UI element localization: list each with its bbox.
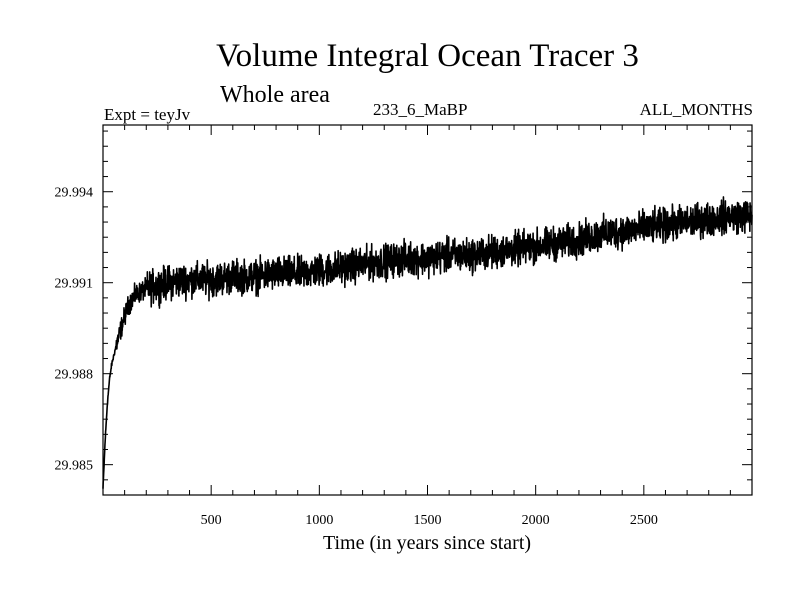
tick-marks	[103, 125, 752, 496]
x-tick-label: 2000	[522, 513, 550, 528]
x-tick-label: 500	[201, 513, 222, 528]
chart-subtitle: Whole area	[220, 82, 330, 108]
x-axis-title: Time (in years since start)	[323, 532, 531, 554]
x-tick-label: 2500	[630, 513, 658, 528]
months-label: ALL_MONTHS	[639, 100, 753, 119]
y-tick-label: 29.991	[55, 277, 94, 292]
y-tick-label: 29.994	[55, 186, 94, 201]
period-label: 233_6_MaBP	[373, 100, 468, 119]
series-line	[102, 196, 753, 489]
experiment-label: Expt = teyJv	[104, 105, 191, 124]
series-layer	[102, 196, 753, 489]
plot-frame	[102, 124, 753, 496]
chart-title: Volume Integral Ocean Tracer 3	[216, 38, 639, 74]
x-tick-label: 1500	[414, 513, 442, 528]
y-tick-label: 29.988	[55, 368, 94, 383]
tick-labels: 500 1000 1500 2000 2500 29.985 29.988 29.991 29.…	[55, 186, 658, 528]
y-tick-label: 29.985	[55, 459, 94, 474]
x-tick-label: 1000	[305, 513, 333, 528]
